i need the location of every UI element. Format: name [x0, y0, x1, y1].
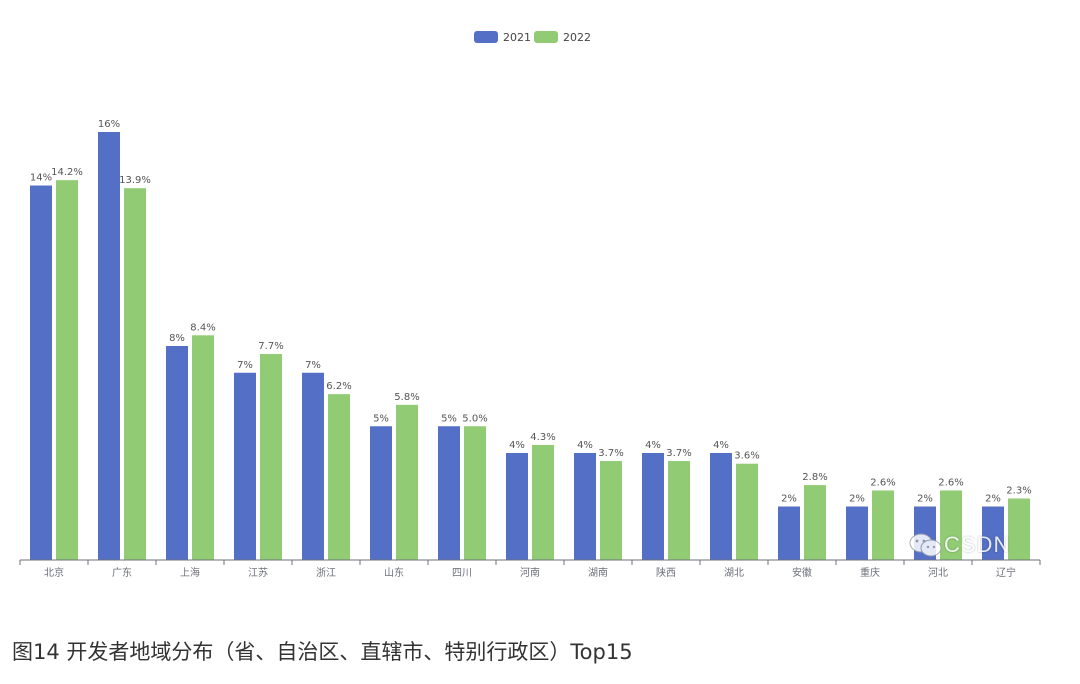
value-label-2021-湖北: 4% — [713, 440, 729, 451]
value-label-2022-河南: 4.3% — [530, 432, 555, 443]
bar-2022-四川 — [464, 426, 486, 560]
value-label-2022-重庆: 2.6% — [870, 477, 895, 488]
bar-2021-河南 — [506, 453, 528, 560]
value-label-2021-湖南: 4% — [577, 440, 593, 451]
bar-2022-山东 — [396, 404, 418, 560]
legend-label-2022: 2022 — [563, 31, 591, 44]
value-label-2022-江苏: 7.7% — [258, 341, 283, 352]
value-label-2022-山东: 5.8% — [394, 392, 419, 403]
value-label-2022-上海: 8.4% — [190, 322, 215, 333]
watermark-text: CSDN — [944, 532, 1011, 557]
bar-2021-上海 — [166, 346, 188, 560]
bar-2022-重庆 — [872, 490, 894, 560]
bar-2022-安徽 — [804, 485, 826, 560]
value-label-2021-四川: 5% — [441, 413, 457, 424]
bar-2022-河北 — [940, 490, 962, 560]
csdn-watermark: CSDN — [908, 532, 1010, 558]
bar-2021-安徽 — [778, 506, 800, 560]
legend-swatch-2022 — [534, 31, 558, 43]
x-tick-label-江苏: 江苏 — [248, 566, 268, 579]
bar-chart: 2021 2022 14% 16% 8% 7% 7% 5% 5% 4% 4% 4% 4% 2% 2% 2% 2… — [19, 31, 1041, 579]
value-label-2021-河南: 4% — [509, 440, 525, 451]
bar-2021-山东 — [370, 426, 392, 560]
bar-2021-湖北 — [710, 453, 732, 560]
bars-layer — [30, 132, 1030, 561]
value-label-2021-山东: 5% — [373, 413, 389, 424]
wechat-icon — [909, 533, 942, 557]
bar-2021-北京 — [30, 185, 52, 560]
legend: 2021 2022 — [474, 31, 591, 44]
x-tick-label-广东: 广东 — [112, 566, 132, 579]
value-label-2021-陕西: 4% — [645, 440, 661, 451]
value-label-2022-北京: 14.2% — [51, 167, 83, 178]
bar-2021-辽宁 — [982, 506, 1004, 560]
value-label-2021-上海: 8% — [169, 333, 185, 344]
bar-2022-湖北 — [736, 463, 758, 560]
bar-2021-湖南 — [574, 453, 596, 560]
value-label-2021-浙江: 7% — [305, 360, 321, 371]
value-label-2021-广东: 16% — [98, 119, 120, 130]
bar-2022-广东 — [124, 188, 146, 561]
value-label-2022-辽宁: 2.3% — [1006, 485, 1031, 496]
value-label-2022-安徽: 2.8% — [802, 472, 827, 483]
bar-2021-广东 — [98, 132, 120, 560]
x-tick-label-辽宁: 辽宁 — [996, 566, 1016, 579]
x-tick-label-安徽: 安徽 — [792, 566, 812, 579]
x-tick-label-浙江: 浙江 — [316, 567, 336, 579]
value-label-2021-重庆: 2% — [849, 494, 865, 505]
bar-2022-江苏 — [260, 354, 282, 560]
value-label-2021-江苏: 7% — [237, 360, 253, 371]
bar-2021-陕西 — [642, 453, 664, 560]
legend-label-2021: 2021 — [503, 31, 531, 44]
bar-2022-陕西 — [668, 461, 690, 560]
value-label-2022-四川: 5.0% — [462, 413, 487, 424]
legend-swatch-2021 — [474, 31, 498, 43]
x-tick-label-陕西: 陕西 — [656, 566, 676, 579]
bar-2022-上海 — [192, 335, 214, 560]
x-tick-label-河南: 河南 — [520, 566, 540, 579]
bar-2022-北京 — [56, 180, 78, 560]
x-tick-label-湖北: 湖北 — [724, 567, 744, 579]
x-tick-label-河北: 河北 — [928, 567, 948, 579]
value-label-2021-河北: 2% — [917, 494, 933, 505]
value-label-2022-湖北: 3.6% — [734, 451, 759, 462]
value-label-2022-河北: 2.6% — [938, 477, 963, 488]
value-label-2021-北京: 14% — [30, 173, 52, 184]
bar-2021-浙江 — [302, 372, 324, 560]
bar-2022-湖南 — [600, 461, 622, 560]
value-label-2022-广东: 13.9% — [119, 175, 151, 186]
x-tick-label-湖南: 湖南 — [588, 566, 608, 579]
x-tick-label-山东: 山东 — [384, 566, 404, 579]
figure-caption: 图14 开发者地域分布（省、自治区、直辖市、特别行政区）Top15 — [12, 640, 633, 664]
x-axis: 北京 广东 上海 江苏 浙江 山东 四川 河南 湖南 陕西 湖北 安徽 重庆 河北 辽宁 — [19, 559, 1041, 579]
bar-2021-重庆 — [846, 506, 868, 560]
bar-2022-浙江 — [328, 394, 350, 560]
bar-2021-四川 — [438, 426, 460, 560]
x-tick-label-上海: 上海 — [180, 566, 200, 579]
bar-2022-河南 — [532, 444, 554, 560]
value-label-2022-湖南: 3.7% — [598, 448, 623, 459]
value-label-2021-安徽: 2% — [781, 494, 797, 505]
bar-2022-辽宁 — [1008, 498, 1030, 560]
x-tick-label-北京: 北京 — [44, 566, 64, 579]
bar-2021-江苏 — [234, 372, 256, 560]
value-label-2021-辽宁: 2% — [985, 494, 1001, 505]
x-tick-label-重庆: 重庆 — [860, 566, 880, 579]
value-labels-layer: 14% 16% 8% 7% 7% 5% 5% 4% 4% 4% 4% 2% 2% 2% 2% 14.2% 13.… — [30, 119, 1032, 505]
x-tick-label-四川: 四川 — [452, 568, 472, 579]
value-label-2022-浙江: 6.2% — [326, 381, 351, 392]
value-label-2022-陕西: 3.7% — [666, 448, 691, 459]
